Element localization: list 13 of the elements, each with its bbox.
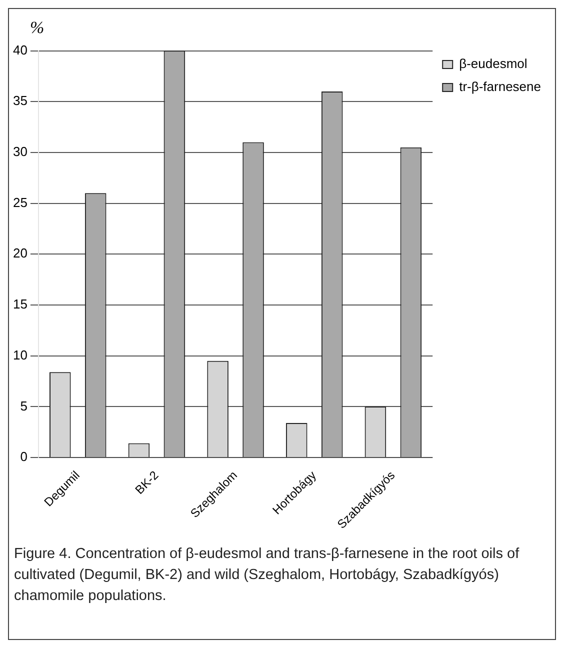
y-tick-label: 5 [20, 398, 28, 414]
y-tick-label: 0 [20, 449, 28, 464]
y-tick-label: 25 [12, 194, 28, 210]
legend-label: tr-β-farnesene [459, 79, 542, 94]
y-tick-label: 10 [12, 347, 28, 362]
y-tick-label: 20 [12, 246, 28, 261]
y-tick-label: 15 [12, 296, 28, 312]
y-tick-label: 35 [12, 93, 28, 108]
caption: Figure 4. Concentration of β-eudesmol and trans-β-farnesene in the root oils of cultivated (Degumil, BK-2) and wild (Szeghalom, Hortobágy, Szabadkígyós) chamomile populations. [14, 545, 520, 606]
y-axis-title: % [30, 18, 44, 38]
y-tick-label: 30 [12, 144, 28, 160]
legend-label: β-eudesmol [459, 56, 528, 72]
y-tick-label: 40 [12, 42, 28, 58]
